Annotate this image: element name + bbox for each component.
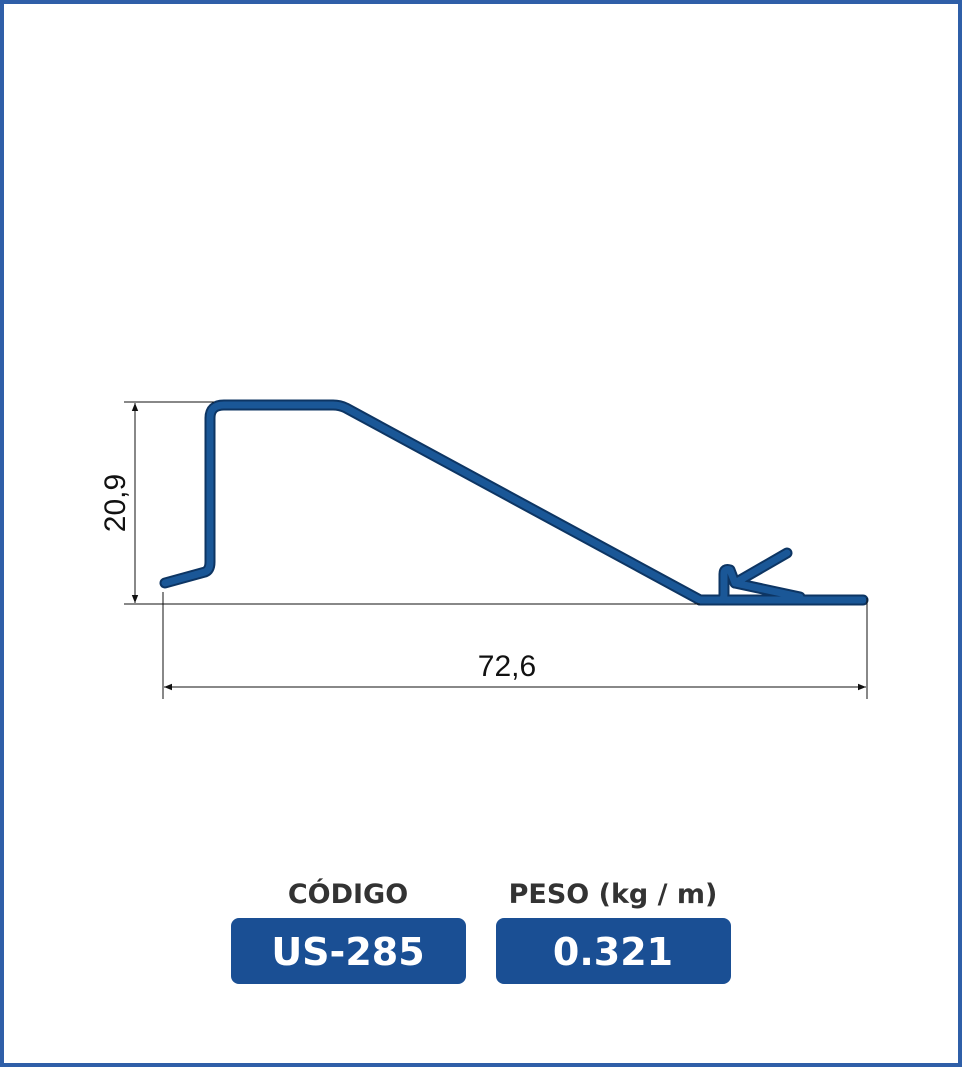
profile bbox=[159, 399, 869, 606]
weight-box bbox=[496, 918, 731, 984]
code-label: CÓDIGO bbox=[288, 878, 408, 910]
dimension-lines bbox=[124, 401, 868, 699]
code-value: US-285 bbox=[271, 930, 424, 974]
width-dimension: 72,6 bbox=[478, 650, 536, 683]
code-box bbox=[231, 918, 466, 984]
height-dimension: 20,9 bbox=[99, 474, 132, 532]
weight-value: 0.321 bbox=[553, 930, 673, 974]
weight-label: PESO (kg / m) bbox=[509, 879, 718, 910]
